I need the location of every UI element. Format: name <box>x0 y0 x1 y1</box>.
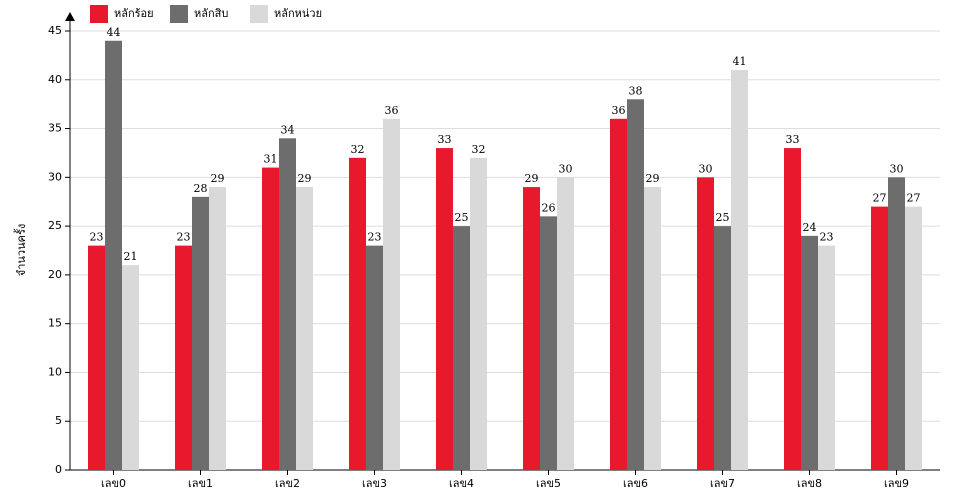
legend-swatch <box>90 5 108 23</box>
value-label: 32 <box>472 143 486 156</box>
y-tick-label: 10 <box>48 365 62 378</box>
bar <box>88 245 105 470</box>
x-tick-label: เลข2 <box>275 477 300 490</box>
bar <box>209 187 226 471</box>
value-label: 23 <box>368 231 382 244</box>
bar <box>784 148 801 471</box>
y-tick-label: 5 <box>55 414 62 427</box>
value-label: 29 <box>525 172 539 185</box>
x-tick-label: เลข8 <box>797 477 822 490</box>
bar <box>366 245 383 470</box>
x-tick-label: เลข3 <box>362 477 387 490</box>
bar <box>905 206 922 470</box>
bar <box>540 216 557 470</box>
bar <box>714 226 731 470</box>
value-label: 27 <box>907 192 921 205</box>
bar <box>122 265 139 470</box>
value-label: 23 <box>820 231 834 244</box>
value-label: 33 <box>438 133 452 146</box>
value-label: 36 <box>612 104 626 117</box>
legend-swatch <box>250 5 268 23</box>
bar <box>192 196 209 470</box>
value-label: 26 <box>542 201 556 214</box>
bar <box>731 70 748 471</box>
x-tick-label: เลข9 <box>884 477 909 490</box>
bar <box>871 206 888 470</box>
value-label: 21 <box>124 250 138 263</box>
bar <box>523 187 540 471</box>
x-tick-label: เลข5 <box>536 477 561 490</box>
y-tick-label: 30 <box>48 170 62 183</box>
legend-label: หลักหน่วย <box>274 7 322 20</box>
value-label: 25 <box>455 211 469 224</box>
bar <box>818 245 835 470</box>
value-label: 29 <box>298 172 312 185</box>
value-label: 36 <box>385 104 399 117</box>
y-tick-label: 15 <box>48 317 62 330</box>
y-tick-label: 20 <box>48 268 62 281</box>
bar <box>383 118 400 471</box>
bar <box>262 167 279 471</box>
y-tick-label: 0 <box>55 463 62 476</box>
value-label: 30 <box>559 162 573 175</box>
value-label: 32 <box>351 143 365 156</box>
value-label: 25 <box>716 211 730 224</box>
x-tick-label: เลข6 <box>623 477 648 490</box>
value-label: 34 <box>281 123 295 136</box>
bar <box>436 148 453 471</box>
value-label: 23 <box>177 231 191 244</box>
bar <box>105 40 122 470</box>
bar <box>888 177 905 471</box>
value-label: 30 <box>699 162 713 175</box>
bar <box>697 177 714 471</box>
bar <box>349 157 366 471</box>
y-tick-label: 25 <box>48 219 62 232</box>
bar <box>801 235 818 470</box>
bar <box>644 187 661 471</box>
value-label: 44 <box>107 26 121 39</box>
value-label: 28 <box>194 182 208 195</box>
legend-label: หลักสิบ <box>194 7 228 20</box>
y-tick-label: 45 <box>48 24 62 37</box>
bar <box>279 138 296 471</box>
bar <box>557 177 574 471</box>
value-label: 33 <box>786 133 800 146</box>
legend-swatch <box>170 5 188 23</box>
x-tick-label: เลข0 <box>101 477 126 490</box>
bar <box>453 226 470 470</box>
value-label: 29 <box>211 172 225 185</box>
y-axis-label: จำนวนครั้ง <box>13 224 28 276</box>
bar <box>610 118 627 471</box>
x-tick-label: เลข4 <box>449 477 474 490</box>
legend-label: หลักร้อย <box>114 7 154 20</box>
y-tick-label: 40 <box>48 73 62 86</box>
value-label: 41 <box>733 55 747 68</box>
x-tick-label: เลข1 <box>188 477 213 490</box>
value-label: 30 <box>890 162 904 175</box>
bar <box>296 187 313 471</box>
value-label: 31 <box>264 153 278 166</box>
value-label: 24 <box>803 221 817 234</box>
x-tick-label: เลข7 <box>710 477 735 490</box>
bar <box>627 99 644 471</box>
value-label: 29 <box>646 172 660 185</box>
bar <box>175 245 192 470</box>
bar <box>470 157 487 471</box>
value-label: 23 <box>90 231 104 244</box>
y-axis-arrow <box>65 12 75 21</box>
value-label: 38 <box>629 84 643 97</box>
value-label: 27 <box>873 192 887 205</box>
y-tick-label: 35 <box>48 122 62 135</box>
